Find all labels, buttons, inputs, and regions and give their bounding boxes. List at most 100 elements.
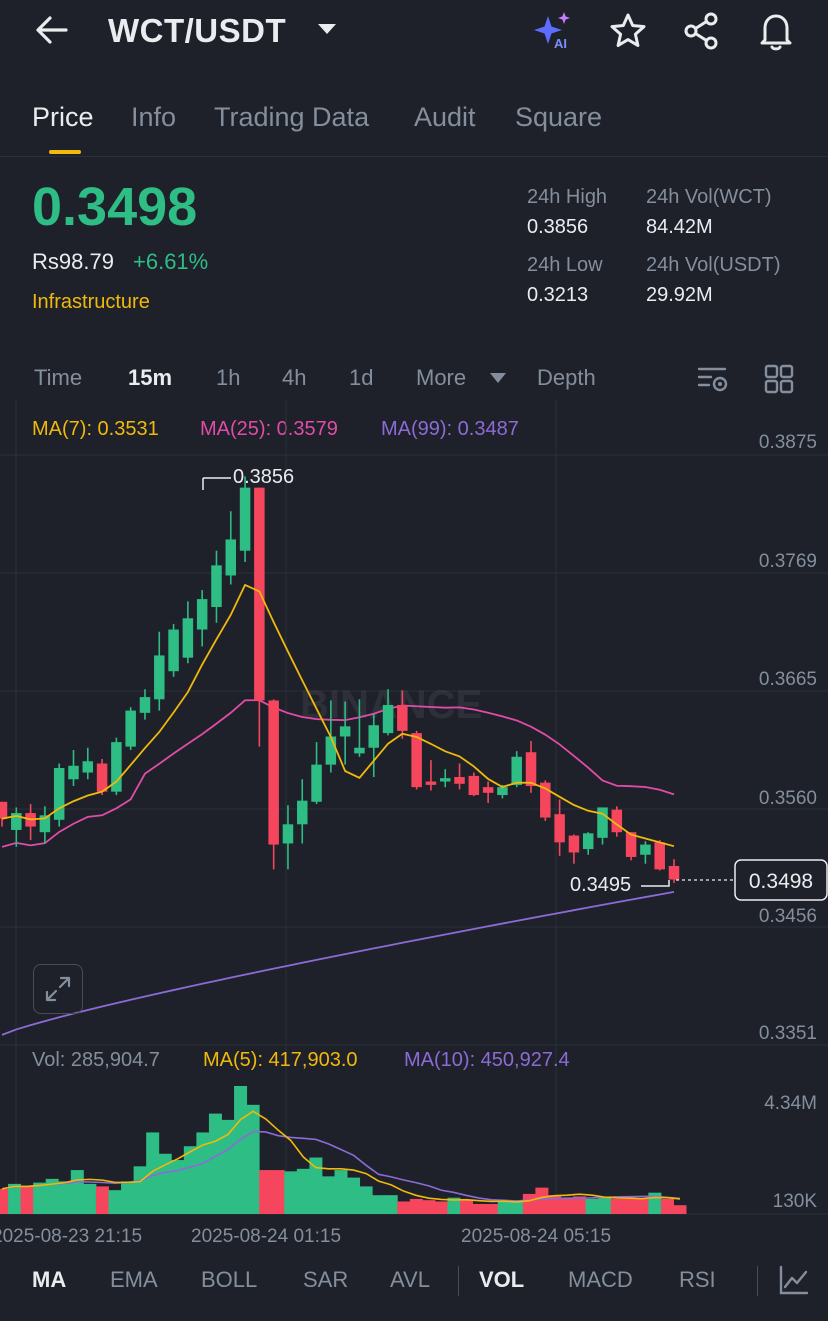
- volume-bar: [108, 1190, 122, 1214]
- candle: [225, 511, 237, 585]
- ai-sparkle-icon[interactable]: AI: [532, 10, 576, 52]
- tab-audit[interactable]: Audit: [414, 102, 476, 132]
- pair-title[interactable]: WCT/USDT: [108, 12, 287, 49]
- tab-trading-data[interactable]: Trading Data: [214, 102, 370, 132]
- candle-body: [53, 768, 65, 820]
- tf-15m[interactable]: 15m: [128, 365, 173, 390]
- share-icon[interactable]: [682, 11, 722, 51]
- candle: [53, 763, 65, 827]
- candle-body: [511, 756, 522, 785]
- candle: [339, 701, 351, 765]
- candle: [168, 623, 179, 677]
- price-tick-3: 0.3560: [759, 788, 817, 809]
- volume-bar: [660, 1198, 674, 1214]
- candle-body: [182, 618, 194, 658]
- low-marker-line: [641, 880, 670, 887]
- indicator-divider: [458, 1266, 459, 1296]
- volume-bar: [196, 1132, 210, 1214]
- ma99-path: [1, 890, 675, 1036]
- candle-body: [268, 700, 279, 845]
- tf-more[interactable]: More: [416, 365, 467, 390]
- candle-body: [368, 725, 379, 748]
- tf-depth[interactable]: Depth: [537, 365, 596, 390]
- high-label: 24h High: [527, 186, 608, 208]
- candle: [468, 772, 480, 797]
- tab-info[interactable]: Info: [131, 102, 177, 132]
- bell-icon[interactable]: [756, 10, 796, 52]
- indicator-vol[interactable]: VOL: [479, 1267, 525, 1292]
- volume-bar: [447, 1197, 461, 1214]
- volume-bar: [347, 1177, 361, 1214]
- candle-body: [668, 865, 680, 880]
- ma99-line: [1, 890, 675, 1036]
- vol-ma10-legend: MA(10): 450,927.4: [404, 1049, 570, 1071]
- ma7-legend: MA(7): 0.3531: [32, 418, 159, 440]
- back-arrow-icon[interactable]: [34, 14, 70, 46]
- ma7-line: [1, 583, 675, 848]
- candle-body: [154, 655, 165, 700]
- volume-bar: [673, 1205, 687, 1214]
- chart-settings-icon[interactable]: [697, 364, 731, 394]
- candle-body: [254, 487, 265, 701]
- tf-4h[interactable]: 4h: [282, 365, 307, 390]
- volume-ma-lines: [1, 1110, 681, 1203]
- candle: [597, 807, 608, 845]
- tab-square[interactable]: Square: [515, 102, 603, 132]
- more-caret-icon[interactable]: [489, 372, 507, 384]
- volume-bar: [573, 1196, 587, 1214]
- grid-icon[interactable]: [764, 364, 794, 394]
- price-tick-5: 0.3351: [759, 1023, 817, 1044]
- star-icon[interactable]: [608, 11, 648, 51]
- candle-body: [425, 781, 437, 785]
- indicator-boll[interactable]: BOLL: [201, 1267, 258, 1292]
- price-chart[interactable]: BINANCE 0.3875 0.3769 0.3665 0.3560 0.34…: [0, 400, 828, 1250]
- candle: [96, 759, 108, 796]
- candle-body: [411, 733, 422, 788]
- high-value: 0.3856: [527, 216, 589, 238]
- candle: [39, 806, 51, 844]
- low-marker-label: 0.3495: [570, 874, 631, 896]
- indicator-ma[interactable]: MA: [32, 1267, 67, 1292]
- indicator-ema[interactable]: EMA: [110, 1267, 158, 1292]
- candle: [68, 750, 79, 787]
- volume-bar: [422, 1200, 436, 1214]
- tf-time[interactable]: Time: [34, 365, 83, 390]
- indicator-macd[interactable]: MACD: [568, 1267, 633, 1292]
- volume-bar: [334, 1170, 348, 1214]
- candle-body: [611, 809, 623, 833]
- volume-bar: [409, 1198, 423, 1214]
- candle: [668, 859, 680, 883]
- indicator-divider-2: [757, 1266, 758, 1296]
- volume-bar: [547, 1195, 561, 1214]
- candle: [511, 751, 522, 788]
- indicator-chart-icon[interactable]: [778, 1264, 810, 1296]
- top-bar: WCT/USDT AI: [0, 0, 828, 70]
- candle: [0, 801, 8, 827]
- volume-bar: [309, 1157, 323, 1214]
- candle: [368, 713, 379, 778]
- candle: [382, 689, 394, 736]
- candle-body: [196, 599, 208, 630]
- candle-body: [325, 736, 337, 765]
- indicator-avl[interactable]: AVL: [390, 1267, 430, 1292]
- candle: [411, 730, 422, 790]
- volume-bar: [133, 1166, 147, 1214]
- candle: [540, 780, 551, 821]
- fiat-price: Rs98.79: [32, 249, 114, 274]
- indicator-rsi[interactable]: RSI: [679, 1267, 716, 1292]
- indicator-sar[interactable]: SAR: [303, 1267, 349, 1292]
- volume-bar: [33, 1182, 47, 1214]
- tab-price[interactable]: Price: [32, 102, 94, 132]
- candle: [482, 781, 494, 803]
- last-price-box-label: 0.3498: [749, 870, 813, 893]
- volume-bar: [535, 1187, 549, 1214]
- expand-button[interactable]: [33, 964, 83, 1014]
- time-tick-0: 2025-08-23 21:15: [0, 1226, 142, 1247]
- candle-body: [597, 807, 608, 838]
- tf-1h[interactable]: 1h: [216, 365, 241, 390]
- category-tag[interactable]: Infrastructure: [32, 291, 150, 313]
- volume-bar: [460, 1200, 474, 1214]
- dropdown-caret-icon[interactable]: [316, 22, 338, 36]
- volume-bar: [0, 1188, 9, 1214]
- tf-1d[interactable]: 1d: [349, 365, 374, 390]
